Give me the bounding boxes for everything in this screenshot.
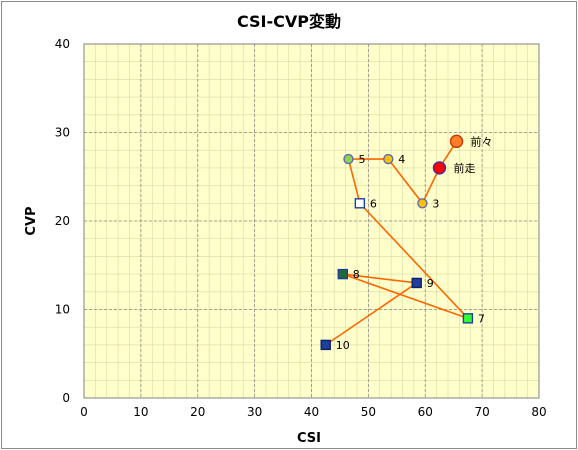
y-tick-label: 0 bbox=[62, 391, 70, 405]
point-label: 7 bbox=[478, 312, 485, 325]
data-point bbox=[343, 153, 354, 165]
x-tick-label: 50 bbox=[361, 405, 376, 419]
x-tick-label: 20 bbox=[190, 405, 205, 419]
point-label: 9 bbox=[427, 277, 434, 290]
y-tick-label: 10 bbox=[55, 303, 70, 317]
y-tick-label: 20 bbox=[55, 214, 70, 228]
x-tick-label: 30 bbox=[247, 405, 262, 419]
point-label: 10 bbox=[336, 339, 350, 352]
x-tick-label: 10 bbox=[133, 405, 148, 419]
x-tick-label: 40 bbox=[304, 405, 319, 419]
series-markers bbox=[320, 134, 474, 351]
data-point bbox=[337, 268, 348, 280]
point-label: 3 bbox=[432, 197, 439, 210]
data-point bbox=[432, 161, 447, 175]
x-tick-label: 0 bbox=[80, 405, 88, 419]
y-tick-label: 30 bbox=[55, 126, 70, 140]
data-point bbox=[411, 277, 422, 289]
data-point bbox=[320, 339, 331, 351]
point-label: 5 bbox=[358, 153, 365, 166]
x-tick-label: 80 bbox=[531, 405, 546, 419]
y-tick-label: 40 bbox=[55, 37, 70, 51]
data-point bbox=[417, 198, 428, 209]
point-label: 前々 bbox=[471, 134, 493, 148]
point-label: 8 bbox=[353, 268, 360, 281]
axis-ticks: 0 10 20 30 40 50 60 70 80 0 10 20 30 40 bbox=[55, 37, 547, 419]
y-axis-title: CVP bbox=[24, 206, 39, 235]
grid bbox=[83, 43, 540, 399]
data-point bbox=[354, 198, 366, 209]
point-label: 6 bbox=[370, 197, 377, 210]
data-point bbox=[383, 153, 394, 165]
data-point bbox=[449, 134, 464, 149]
x-tick-label: 70 bbox=[474, 405, 489, 419]
point-label: 前走 bbox=[453, 161, 475, 175]
x-tick-label: 60 bbox=[418, 405, 433, 419]
series-polyline bbox=[325, 140, 469, 346]
chart-title: CSI-CVP変動 bbox=[237, 12, 341, 31]
series-line bbox=[325, 140, 469, 346]
data-point bbox=[462, 313, 474, 324]
plot-border bbox=[83, 43, 540, 399]
x-axis-title: CSI bbox=[297, 431, 321, 446]
point-label: 4 bbox=[398, 153, 405, 166]
